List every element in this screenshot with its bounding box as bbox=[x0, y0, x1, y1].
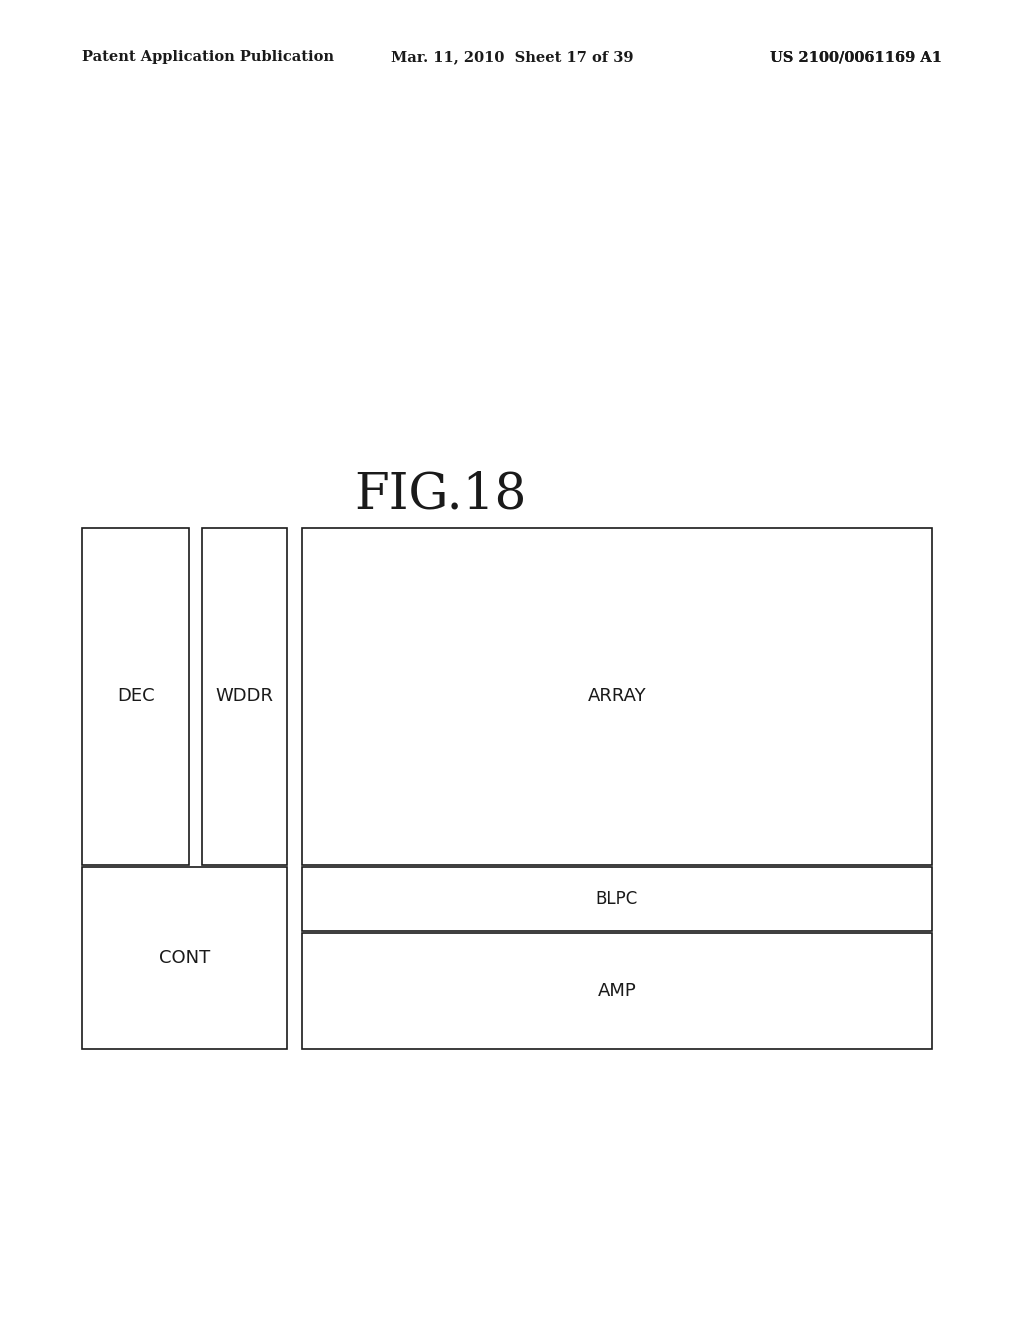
Bar bbox=[302, 933, 932, 1049]
Bar bbox=[202, 528, 287, 865]
Text: Mar. 11, 2010  Sheet 17 of 39: Mar. 11, 2010 Sheet 17 of 39 bbox=[391, 50, 633, 65]
Bar bbox=[302, 528, 932, 865]
Bar bbox=[82, 867, 287, 1049]
Text: ARRAY: ARRAY bbox=[588, 688, 646, 705]
Text: Patent Application Publication: Patent Application Publication bbox=[82, 50, 334, 65]
Bar bbox=[302, 867, 932, 931]
Text: AMP: AMP bbox=[598, 982, 636, 1001]
Text: CONT: CONT bbox=[159, 949, 210, 968]
Text: DEC: DEC bbox=[117, 688, 155, 705]
Text: FIG.18: FIG.18 bbox=[354, 470, 526, 520]
Text: BLPC: BLPC bbox=[596, 890, 638, 908]
Bar bbox=[82, 528, 189, 865]
Text: US 2100/0061169 A1: US 2100/0061169 A1 bbox=[770, 50, 942, 65]
Text: WDDR: WDDR bbox=[215, 688, 273, 705]
Text: US 2100/0061169 A1: US 2100/0061169 A1 bbox=[770, 50, 942, 65]
